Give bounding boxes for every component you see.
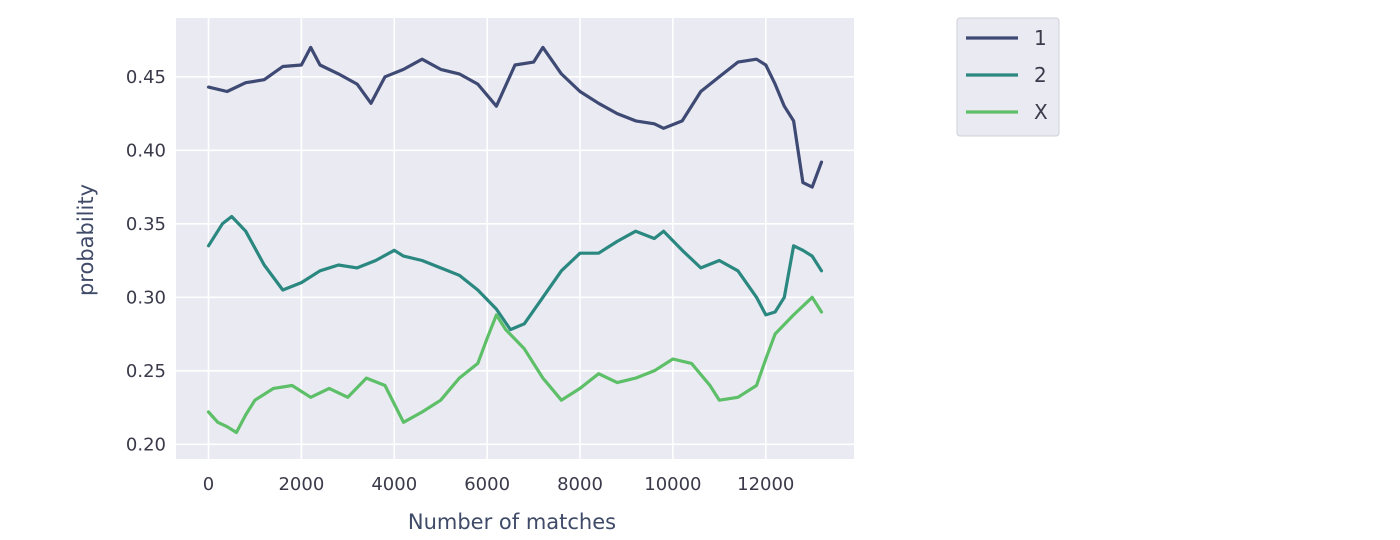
x-tick-label: 8000 [557,474,603,495]
x-tick-labels: 0 2000 4000 6000 8000 10000 12000 [203,474,795,495]
legend-label-1: 1 [1034,26,1047,50]
series-line-x [206,295,824,435]
x-tick-label: 12000 [737,474,794,495]
x-tick-label: 10000 [644,474,701,495]
y-tick-label: 0.20 [126,434,166,455]
y-tick-label: 0.25 [126,361,166,382]
y-tick-label: 0.35 [126,214,166,235]
x-tick-label: 2000 [278,474,324,495]
series-line-2 [206,214,824,332]
legend-label-x: X [1034,100,1048,124]
y-tick-label: 0.40 [126,140,166,161]
legend-label-2: 2 [1034,63,1047,87]
series-layer [206,45,824,435]
x-axis-label: Number of matches [408,510,616,534]
legend: 1 2 X [956,17,1060,137]
y-tick-label: 0.45 [126,67,166,88]
legend-items: 1 2 X [966,26,1048,124]
y-axis-label: probability [74,184,98,296]
x-tick-label: 0 [203,474,214,495]
legend-box [956,17,1060,137]
y-tick-labels: 0.20 0.25 0.30 0.35 0.40 0.45 [126,67,166,455]
plot-area [176,18,854,459]
x-tick-label: 6000 [464,474,510,495]
x-tick-label: 4000 [371,474,417,495]
series-line-1 [206,45,824,189]
y-tick-label: 0.30 [126,287,166,308]
